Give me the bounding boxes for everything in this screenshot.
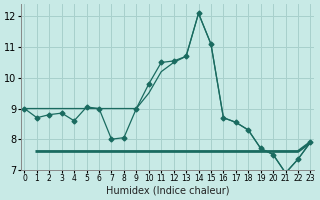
X-axis label: Humidex (Indice chaleur): Humidex (Indice chaleur) <box>106 186 229 196</box>
